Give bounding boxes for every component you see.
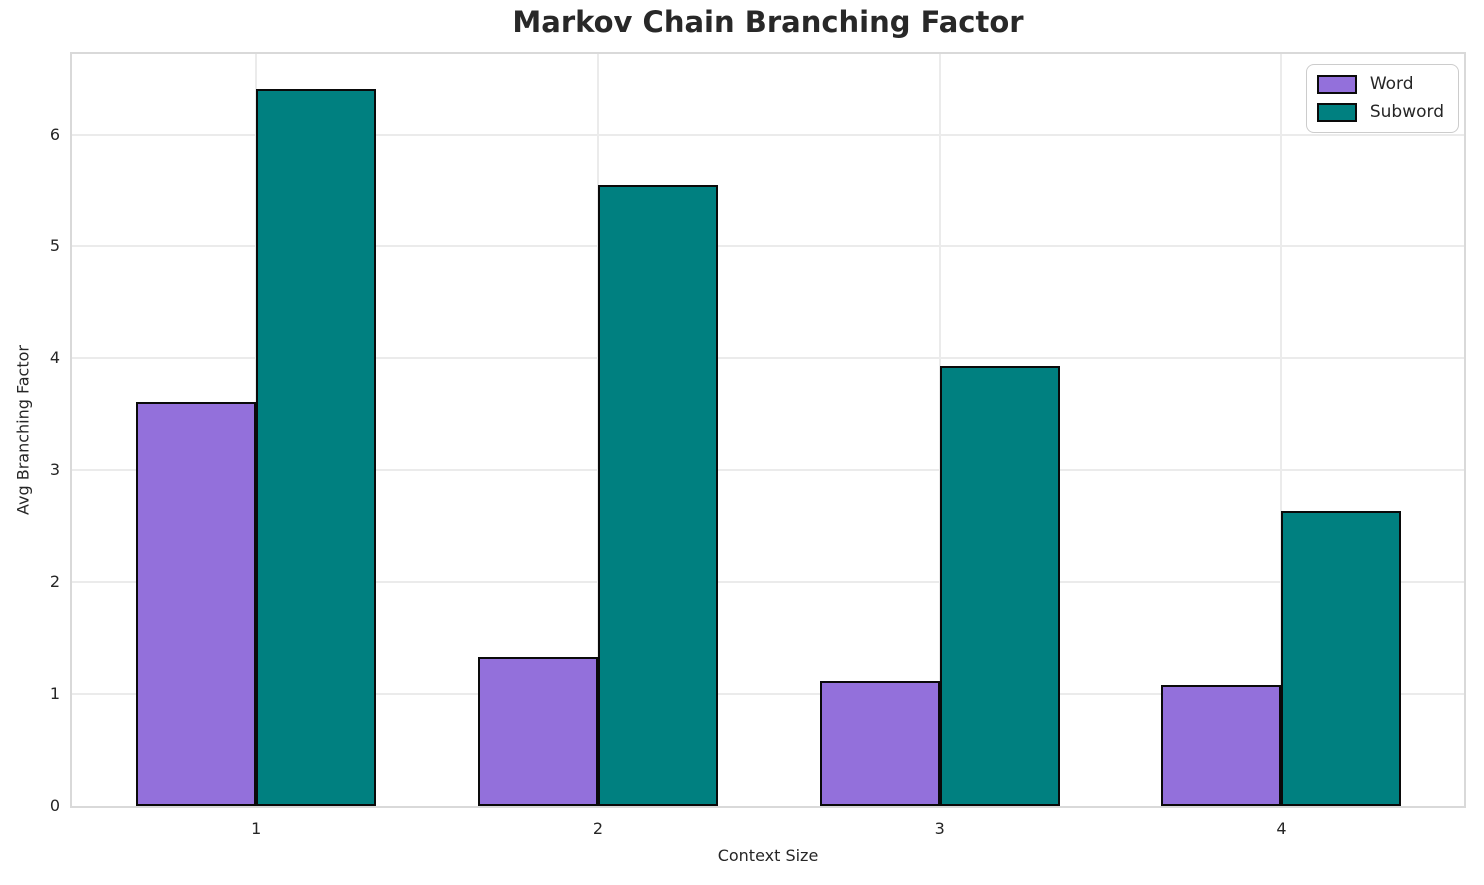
h-gridline	[72, 693, 1464, 696]
x-tick-label: 4	[1276, 819, 1287, 838]
legend-item-subword: Subword	[1316, 102, 1444, 123]
subword-bar-1	[256, 88, 377, 806]
x-tick-label: 1	[251, 819, 262, 838]
y-tick-label: 5	[49, 236, 60, 256]
x-tick-label: 3	[934, 819, 945, 838]
x-axis-label: Context Size	[717, 846, 819, 865]
word-bar-3	[819, 680, 940, 806]
y-tick-label: 3	[49, 460, 60, 480]
plot-area: Word Subword	[70, 52, 1466, 808]
y-tick-label: 4	[49, 348, 60, 368]
word-bar-4	[1161, 685, 1282, 806]
h-gridline	[72, 245, 1464, 248]
v-gridline	[1280, 54, 1283, 806]
legend-item-word: Word	[1316, 74, 1444, 95]
word-bar-1	[136, 402, 257, 806]
x-tick-label: 2	[592, 819, 604, 838]
y-tick-label: 6	[49, 124, 60, 144]
word-bar-2	[477, 657, 598, 806]
y-tick-label: 0	[49, 796, 60, 815]
chart-title: Markov Chain Branching Factor	[512, 5, 1024, 39]
legend-label: Word	[1369, 74, 1414, 94]
h-gridline	[72, 357, 1464, 360]
legend-label: Subword	[1369, 102, 1444, 122]
subword-bar-2	[597, 184, 718, 806]
h-gridline	[72, 469, 1464, 472]
y-tick-label: 2	[49, 572, 60, 592]
subword-bar-4	[1281, 510, 1402, 806]
word-legend-swatch	[1316, 75, 1357, 94]
y-axis-label: Avg Branching Factor	[13, 345, 33, 515]
subword-legend-swatch	[1316, 103, 1357, 122]
subword-bar-3	[939, 366, 1060, 806]
legend: Word Subword	[1305, 64, 1459, 133]
h-gridline	[72, 133, 1464, 136]
y-tick-label: 1	[49, 684, 60, 704]
h-gridline	[72, 581, 1464, 584]
